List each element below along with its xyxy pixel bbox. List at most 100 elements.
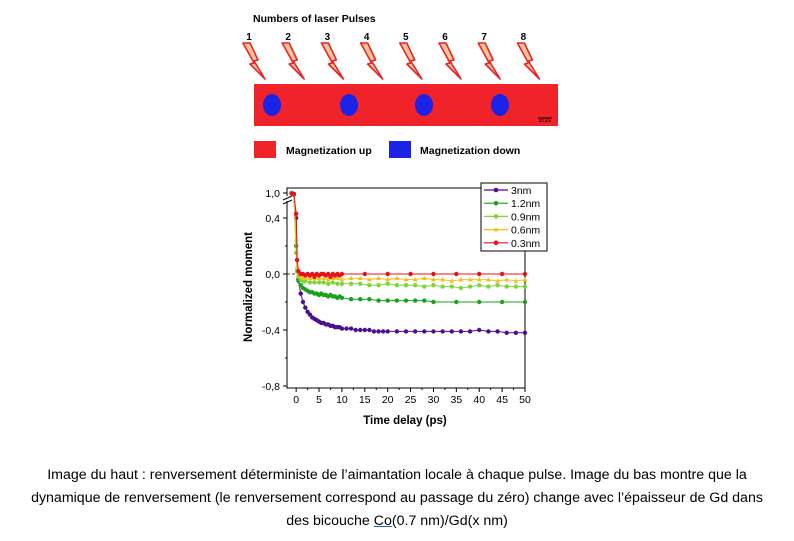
data-point: [449, 278, 455, 283]
data-point: [467, 284, 473, 289]
reversed-domain: [491, 94, 509, 116]
data-point: [321, 280, 326, 285]
lightning-bolt-icon: [477, 42, 502, 80]
series-0-3nm: [289, 191, 528, 279]
lightning-bolt-icon: [281, 42, 306, 80]
lightning-bolt-icon: [398, 42, 423, 80]
data-point: [495, 329, 500, 334]
data-point: [358, 297, 363, 302]
data-point: [339, 295, 345, 300]
y-axis-ticks: -0,8 -0,4 0,0 0,4 1,0: [262, 188, 287, 393]
data-point: [348, 281, 354, 286]
data-point: [394, 275, 400, 280]
x-tick-label: 40: [473, 394, 485, 406]
data-point: [367, 327, 372, 333]
y-tick-label: 0,0: [265, 269, 280, 281]
reversed-domain: [340, 94, 358, 116]
data-point: [307, 280, 313, 285]
data-point: [367, 297, 372, 302]
data-point: [504, 284, 509, 289]
data-point: [300, 299, 306, 305]
legend-label: 1.2nm: [511, 198, 540, 210]
y-tick-label: -0,8: [262, 381, 280, 393]
data-point: [495, 283, 500, 288]
data-point: [477, 299, 482, 305]
data-point: [394, 329, 400, 334]
data-point: [321, 275, 327, 280]
data-point: [357, 275, 363, 280]
data-point: [486, 329, 491, 334]
pulse-label: 4: [364, 32, 370, 43]
series-3nm: [289, 190, 528, 335]
data-point: [485, 277, 491, 282]
legend-label: 0.6nm: [511, 225, 540, 237]
data-point: [339, 277, 345, 282]
data-point: [385, 271, 390, 277]
data-point: [440, 284, 445, 289]
data-point: [431, 277, 436, 282]
data-point: [358, 327, 363, 333]
data-point: [499, 271, 505, 277]
data-point: [376, 283, 381, 288]
x-tick-label: 10: [336, 394, 348, 406]
lightning-bolt-icon: [320, 42, 345, 80]
data-point: [403, 329, 409, 334]
legend-marker: [493, 200, 499, 206]
data-point: [408, 271, 413, 277]
data-point: [316, 280, 322, 285]
data-point: [495, 278, 500, 283]
x-tick-label: 20: [382, 394, 394, 406]
legend-down-swatch: [389, 141, 411, 158]
data-point: [302, 275, 308, 280]
data-point: [303, 305, 308, 310]
data-point: [440, 329, 445, 334]
data-point: [403, 298, 409, 303]
pulse-label: 1: [246, 32, 252, 43]
data-point: [294, 257, 300, 263]
data-point: [422, 298, 427, 303]
caption-co: Co: [373, 513, 392, 529]
data-point: [499, 299, 505, 305]
data-point: [431, 329, 436, 334]
data-point: [307, 275, 313, 280]
data-point: [513, 278, 519, 283]
data-point: [330, 275, 336, 280]
data-point: [339, 281, 345, 286]
data-point: [476, 277, 482, 282]
data-point: [454, 271, 459, 277]
lightning-bolts: 1 2 3 4 5 6 7 8: [242, 32, 541, 80]
data-point: [367, 283, 372, 288]
figure-caption: Image du haut : renversement déterminist…: [20, 464, 774, 533]
data-point: [421, 275, 427, 280]
legend-marker: [493, 240, 499, 246]
data-point: [513, 330, 519, 335]
x-tick-label: 35: [451, 394, 463, 406]
data-point: [522, 277, 528, 282]
data-point: [440, 277, 446, 282]
pulse-label: 5: [403, 32, 409, 43]
data-point: [467, 277, 473, 282]
data-point: [513, 284, 519, 289]
x-tick-label: 45: [496, 394, 508, 406]
data-point: [422, 329, 427, 334]
scale-bar-label: 20 µm: [539, 118, 552, 123]
data-point: [477, 271, 482, 277]
lightning-bolt-icon: [516, 42, 541, 80]
data-point: [403, 277, 409, 282]
x-tick-label: 15: [359, 394, 371, 406]
data-point: [348, 326, 354, 331]
y-tick-label: -0,4: [262, 325, 280, 337]
data-point: [522, 330, 528, 335]
data-point: [339, 271, 345, 277]
x-tick-label: 0: [293, 394, 299, 406]
pulse-label: 3: [325, 32, 331, 43]
data-point: [431, 271, 436, 277]
pulse-label: 6: [442, 32, 448, 43]
data-point: [431, 283, 436, 288]
pulse-label: 2: [285, 32, 291, 43]
x-axis-title: Time delay (ps): [363, 415, 447, 427]
data-point: [380, 329, 386, 334]
data-point: [522, 271, 528, 277]
lightning-bolt-icon: [438, 42, 462, 80]
data-point: [339, 326, 345, 331]
